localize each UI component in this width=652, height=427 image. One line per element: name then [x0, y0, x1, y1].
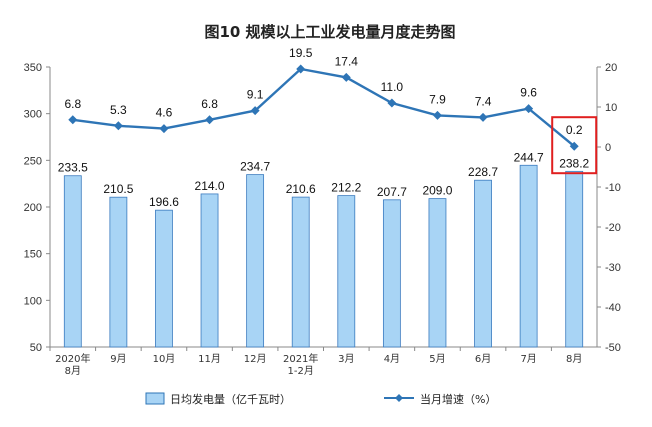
- line-value-label: 11.0: [381, 80, 404, 94]
- line-point: [113, 121, 123, 131]
- y-right-tick-label: -50: [605, 342, 621, 354]
- line-value-label: 0.2: [566, 123, 583, 137]
- legend-line-label: 当月增速（%）: [420, 392, 496, 406]
- bar: [246, 174, 265, 348]
- bar-series: [63, 164, 584, 348]
- bar-value-label: 214.0: [195, 179, 225, 193]
- y-right-tick-label: -10: [605, 182, 621, 194]
- x-tick-label: 6月: [475, 353, 491, 365]
- x-tick-label: 4月: [384, 353, 400, 365]
- line-point: [341, 72, 351, 82]
- bar-value-label: 210.5: [103, 182, 133, 196]
- bar-value-label: 244.7: [514, 150, 544, 164]
- bar: [200, 193, 219, 348]
- line-point: [569, 141, 579, 151]
- bar: [63, 175, 82, 348]
- line-point: [159, 124, 169, 134]
- bar-value-label: 212.2: [331, 181, 361, 195]
- x-tick-label: 8月: [566, 353, 582, 365]
- legend-line-marker: [395, 394, 403, 402]
- line-value-label: 7.9: [429, 92, 446, 106]
- line-value-label: 6.8: [64, 97, 81, 111]
- line-value-label: 19.5: [289, 46, 313, 60]
- line-point: [250, 106, 260, 116]
- x-tick-label: 5月: [429, 353, 445, 365]
- bar: [291, 196, 310, 348]
- x-tick-label: 2021年 1-2月: [283, 352, 318, 377]
- bar: [565, 170, 584, 348]
- x-tick-label: 2020年 8月: [55, 352, 90, 377]
- bar: [155, 209, 173, 348]
- y-left-tick-label: 350: [24, 62, 42, 74]
- x-tick-label: 11月: [198, 353, 221, 365]
- line-point: [478, 112, 488, 122]
- bar-value-label: 207.7: [377, 185, 407, 199]
- highlight-box: [551, 116, 598, 175]
- line-series: [68, 64, 579, 151]
- line-value-label: 4.6: [156, 106, 173, 120]
- bar: [519, 164, 538, 348]
- x-tick-label: 3月: [338, 353, 354, 365]
- legend: 日均发电量（亿千瓦时） 当月增速（%）: [145, 392, 496, 406]
- bar: [109, 196, 128, 348]
- y-left-tick-label: 200: [24, 202, 42, 214]
- bar-value-label: 234.7: [240, 160, 270, 174]
- line-value-label: 9.1: [247, 88, 264, 102]
- y-right-tick-label: -40: [605, 302, 621, 314]
- x-tick-label: 9月: [110, 353, 126, 365]
- bar: [474, 179, 492, 348]
- line-point: [387, 98, 397, 108]
- y-right-tick-label: 0: [605, 142, 611, 154]
- y-left-tick-label: 300: [24, 109, 42, 121]
- legend-bar-label: 日均发电量（亿千瓦时）: [170, 392, 291, 406]
- line-point: [432, 110, 442, 120]
- bar-value-label: 233.5: [58, 161, 88, 175]
- line-value-label: 17.4: [335, 54, 359, 68]
- bar-value-label: 196.6: [149, 195, 179, 209]
- bar: [428, 198, 447, 348]
- bar-value-label: 228.7: [468, 165, 498, 179]
- bar: [382, 199, 401, 348]
- line-point: [205, 115, 215, 125]
- highlight-rect: [551, 116, 598, 175]
- data-labels: 233.5 210.5 196.6 214.0 234.7 210.6 212.2 207.7…: [58, 46, 590, 209]
- line-point: [524, 104, 534, 114]
- axes: 50 100 150 200 250 300 350 -50 -40 -30 -20 -10 0 10 20…: [24, 62, 621, 377]
- x-tick-label: 12月: [244, 353, 267, 365]
- y-right-tick-label: 20: [605, 62, 617, 74]
- chart-title: 图10 规模以上工业发电量月度走势图: [204, 23, 455, 41]
- line-value-label: 5.3: [110, 103, 127, 117]
- line-point: [68, 115, 78, 125]
- y-right-tick-label: -20: [605, 222, 621, 234]
- y-left-tick-label: 100: [24, 295, 42, 307]
- bar-value-label: 238.2: [559, 156, 589, 170]
- line-value-label: 6.8: [201, 97, 218, 111]
- bar: [337, 195, 356, 348]
- y-left-tick-label: 50: [30, 342, 42, 354]
- bar-value-label: 209.0: [422, 184, 452, 198]
- line-value-label: 9.6: [520, 86, 537, 100]
- y-left-tick-label: 250: [24, 155, 42, 167]
- legend-bar-swatch: [145, 392, 165, 405]
- line-point: [296, 64, 306, 74]
- y-right-tick-label: 10: [605, 102, 617, 114]
- line-value-label: 7.4: [475, 94, 492, 108]
- line-path: [72, 67, 575, 148]
- x-tick-label: 10月: [153, 353, 176, 365]
- x-tick-label: 7月: [520, 353, 536, 365]
- y-right-tick-label: -30: [605, 262, 621, 274]
- bar-value-label: 210.6: [286, 182, 316, 196]
- y-left-tick-label: 150: [24, 249, 42, 261]
